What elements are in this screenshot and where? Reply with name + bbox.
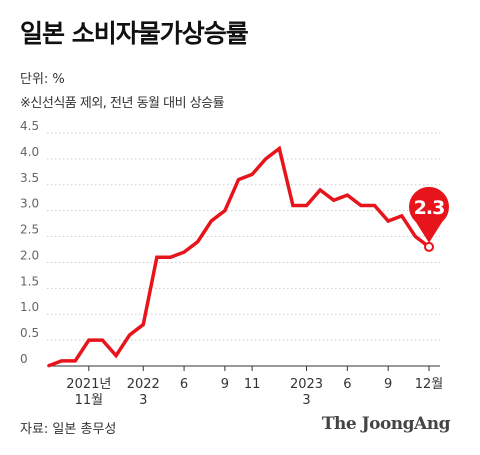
y-tick-label: 0 bbox=[20, 352, 28, 366]
y-tick-label: 1.5 bbox=[20, 274, 39, 288]
y-tick-label: 3.0 bbox=[20, 197, 39, 211]
series-line bbox=[47, 145, 431, 368]
x-tick-label: 11월 bbox=[75, 393, 104, 408]
x-tick-label: 2022 bbox=[127, 377, 160, 392]
source-label: 자료: 일본 총무성 bbox=[20, 422, 117, 437]
x-tick-label: 6 bbox=[180, 377, 188, 392]
x-tick-label: 3 bbox=[302, 393, 310, 408]
x-tick-label: 9 bbox=[221, 377, 229, 392]
brand-logo: The JoongAng bbox=[321, 414, 451, 434]
x-tick-label: 2023 bbox=[290, 377, 323, 392]
callout-bubble bbox=[409, 186, 449, 227]
chart-title: 일본 소비자물가상승률 bbox=[20, 19, 249, 48]
unit-label: 단위: % bbox=[20, 72, 65, 87]
x-tick-label: 11 bbox=[244, 377, 261, 392]
y-tick-label: 4.5 bbox=[20, 119, 39, 133]
y-tick-label: 2.0 bbox=[20, 248, 39, 262]
chart-note: ※신선식품 제외, 전년 동월 대비 상승률 bbox=[20, 96, 225, 111]
y-tick-label: 0.5 bbox=[20, 326, 39, 340]
y-tick-label: 2.5 bbox=[20, 223, 39, 237]
x-tick-label: 6 bbox=[343, 377, 351, 392]
x-tick-label: 9 bbox=[384, 377, 392, 392]
x-tick-label: 12월 bbox=[415, 377, 444, 392]
y-tick-label: 3.5 bbox=[20, 171, 39, 185]
x-tick-label: 3 bbox=[139, 393, 147, 408]
y-tick-label: 1.0 bbox=[20, 300, 39, 314]
endpoint-marker bbox=[424, 241, 434, 252]
callout-value-label: 2.3 bbox=[414, 197, 445, 219]
y-tick-label: 4.0 bbox=[20, 145, 39, 159]
x-tick-label: 2021년 bbox=[66, 377, 111, 392]
